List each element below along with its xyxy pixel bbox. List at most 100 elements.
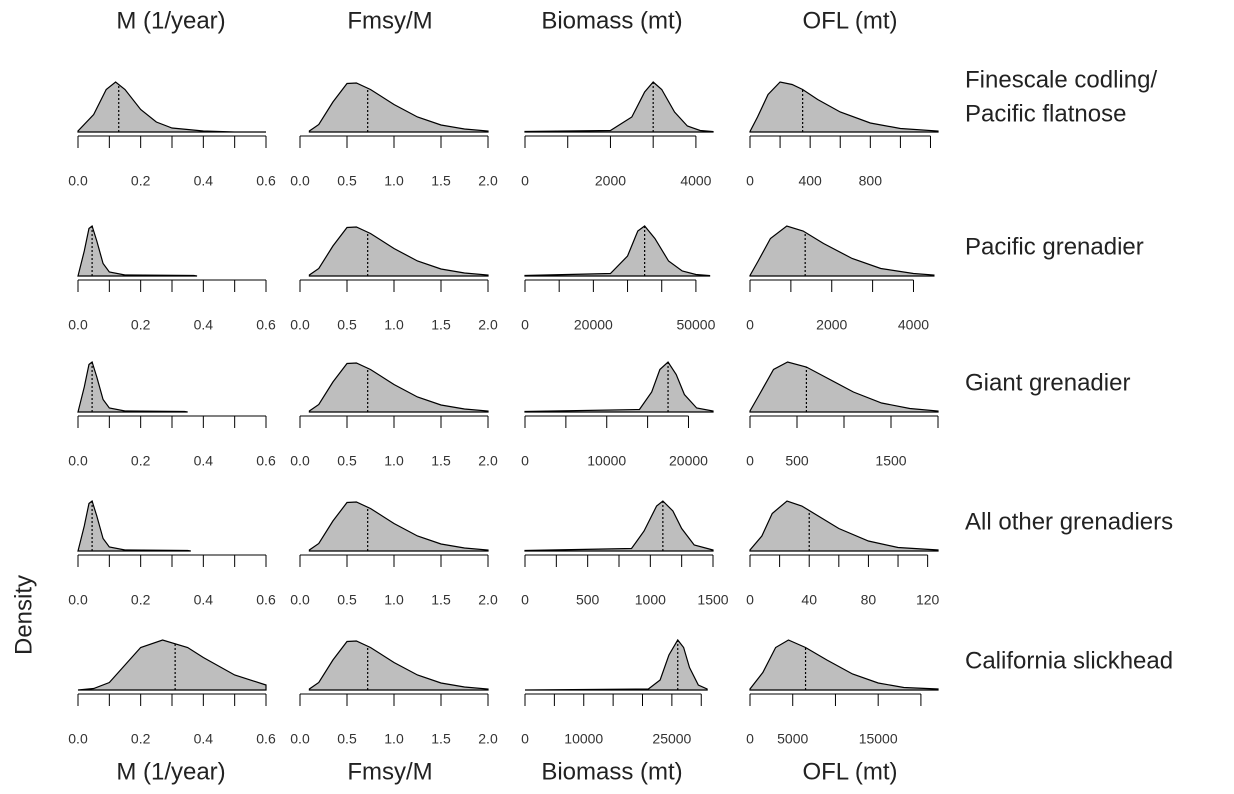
x-tick-label: 0 [746,731,754,747]
density-curve [749,361,939,413]
density-curve [524,500,714,552]
density-curve [77,639,267,691]
x-tick-label: 40 [801,592,817,608]
x-tick-label: 1.5 [431,731,451,747]
x-tick-label: 1500 [697,592,728,608]
x-tick-label: 800 [859,173,883,189]
x-tick-label: 2.0 [478,731,498,747]
x-tick-label: 20000 [574,317,613,333]
column-title: OFL (mt) [802,758,897,785]
x-tick-label: 0.4 [194,173,214,189]
density-curve [77,360,188,413]
x-tick-label: 0 [746,173,754,189]
density-curve [308,362,489,413]
x-tick-label: 4000 [680,173,711,189]
column-title: Fmsy/M [347,7,432,34]
x-tick-label: 50000 [676,317,715,333]
x-tick-label: 0.0 [68,731,88,747]
x-tick-label: 0 [746,592,754,608]
density-curve [524,638,708,691]
row-title: Finescale codling/ [965,66,1157,93]
density-curve [749,639,939,691]
x-tick-label: 1.0 [384,453,404,469]
x-tick-label: 0 [746,453,754,469]
x-tick-label: 0.0 [290,592,310,608]
x-tick-label: 0.6 [256,592,276,608]
x-tick-label: 20000 [669,453,708,469]
row-title: Pacific grenadier [965,233,1144,260]
column-title: M (1/year) [116,7,225,34]
column-title: Biomass (mt) [541,758,682,785]
x-tick-label: 0.6 [256,173,276,189]
density-curve [524,225,711,277]
x-tick-label: 0.6 [256,317,276,333]
x-tick-label: 0.2 [131,173,151,189]
density-curve [308,501,489,552]
density-curve [308,640,489,691]
x-tick-label: 0.0 [290,317,310,333]
column-title: Fmsy/M [347,758,432,785]
x-tick-label: 1.0 [384,592,404,608]
x-tick-label: 120 [916,592,940,608]
x-tick-label: 500 [576,592,600,608]
x-tick-label: 0.5 [337,453,357,469]
density-curve [77,81,266,133]
column-title: Biomass (mt) [541,7,682,34]
x-tick-label: 2.0 [478,173,498,189]
x-tick-label: 0.0 [290,731,310,747]
x-tick-label: 2000 [595,173,626,189]
density-curve [749,225,935,277]
x-tick-label: 1.5 [431,173,451,189]
x-tick-label: 1.0 [384,731,404,747]
x-tick-label: 0.4 [194,592,214,608]
x-tick-label: 400 [798,173,822,189]
x-tick-label: 0 [521,317,529,333]
density-curve [77,499,191,552]
x-tick-label: 0.2 [131,453,151,469]
x-tick-label: 2.0 [478,453,498,469]
x-tick-label: 5000 [777,731,808,747]
column-title: M (1/year) [116,758,225,785]
x-tick-label: 0 [521,173,529,189]
x-tick-label: 1000 [635,592,666,608]
row-title: Giant grenadier [965,369,1130,396]
x-tick-label: 0.0 [290,453,310,469]
x-tick-label: 0.5 [337,317,357,333]
x-tick-label: 0.2 [131,592,151,608]
x-tick-label: 0.0 [68,317,88,333]
x-tick-label: 0.0 [68,453,88,469]
x-tick-label: 1500 [875,453,906,469]
x-tick-label: 0.4 [194,453,214,469]
density-curve [308,82,489,133]
x-tick-label: 2.0 [478,317,498,333]
x-tick-label: 0.5 [337,731,357,747]
x-tick-label: 25000 [652,731,691,747]
x-tick-label: 0 [521,731,529,747]
x-tick-label: 2000 [816,317,847,333]
x-tick-label: 0.6 [256,731,276,747]
column-title: OFL (mt) [802,7,897,34]
x-tick-label: 15000 [859,731,898,747]
x-tick-label: 0.4 [194,731,214,747]
density-curve [524,81,714,133]
x-tick-label: 0.2 [131,731,151,747]
x-tick-label: 0.0 [68,173,88,189]
density-curve [308,226,489,277]
x-tick-label: 0 [521,592,529,608]
x-tick-label: 0.2 [131,317,151,333]
density-curve [524,361,714,413]
x-tick-label: 0.5 [337,592,357,608]
x-tick-label: 0.6 [256,453,276,469]
y-axis-label: Density [10,575,37,655]
x-tick-label: 0.0 [290,173,310,189]
x-tick-label: 0.5 [337,173,357,189]
x-tick-label: 2.0 [478,592,498,608]
density-curve [749,500,939,552]
x-tick-label: 4000 [898,317,929,333]
x-tick-label: 1.5 [431,453,451,469]
x-tick-label: 500 [785,453,809,469]
x-tick-label: 10000 [587,453,626,469]
x-tick-label: 1.5 [431,317,451,333]
row-title: All other grenadiers [965,508,1173,535]
